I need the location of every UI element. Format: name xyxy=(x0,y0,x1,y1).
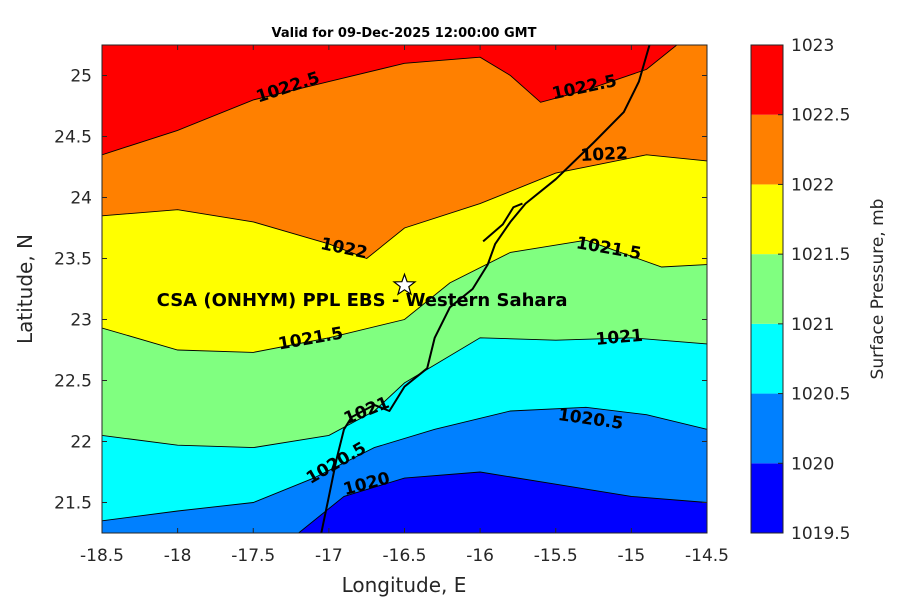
colorbar-segment xyxy=(751,393,783,464)
y-tick-label: 21.5 xyxy=(54,494,92,514)
colorbar-tick-label: 1021.5 xyxy=(791,245,850,265)
contour-line-1021.5 xyxy=(102,239,707,353)
x-tick-label: -17.5 xyxy=(231,546,275,566)
colorbar-tick-label: 1022.5 xyxy=(791,106,850,126)
colorbar-tick-label: 1021 xyxy=(791,315,834,335)
coastline xyxy=(320,45,651,533)
y-tick-label: 23.5 xyxy=(54,250,92,270)
colorbar-label: Surface Pressure, mb xyxy=(868,199,888,380)
colorbar-segment xyxy=(751,463,783,533)
colorbar-segment xyxy=(751,254,783,324)
x-axis-label: Longitude, E xyxy=(342,573,467,597)
y-axis-label: Latitude, N xyxy=(13,234,37,344)
x-tick-label: -14.5 xyxy=(685,546,729,566)
colorbar-tick-label: 1023 xyxy=(791,36,834,56)
colorbar-tick-label: 1019.5 xyxy=(791,524,850,544)
x-tick-label: -16.5 xyxy=(383,546,427,566)
peninsula-outline xyxy=(482,202,523,243)
colorbar-tick-label: 1020 xyxy=(791,454,834,474)
y-tick-label: 22 xyxy=(70,433,92,453)
y-tick-label: 22.5 xyxy=(54,372,92,392)
contour-line-1022 xyxy=(102,154,707,260)
y-tick-label: 24.5 xyxy=(54,128,92,148)
contour-line-1020.5 xyxy=(102,406,707,522)
colorbar-tick-label: 1020.5 xyxy=(791,385,850,405)
colorbar-frame xyxy=(750,44,784,534)
y-tick-label: 23 xyxy=(70,311,92,331)
contour-line-1021 xyxy=(102,337,707,449)
star-icon xyxy=(392,272,417,296)
y-tick-label: 25 xyxy=(70,67,92,87)
x-tick-label: -15 xyxy=(617,546,645,566)
chart-title: Valid for 09-Dec-2025 12:00:00 GMT xyxy=(272,26,537,41)
x-tick-label: -17 xyxy=(315,546,343,566)
colorbar-segment xyxy=(751,45,783,115)
colorbar-segment xyxy=(751,114,783,185)
contour-label-1021-b: 1021 xyxy=(595,326,644,350)
contour-line-1022.5 xyxy=(102,45,678,156)
colorbar-tick-label: 1022 xyxy=(791,175,834,195)
pressure-band-1020 xyxy=(102,472,707,533)
x-tick-label: -16 xyxy=(466,546,494,566)
x-tick-label: -18 xyxy=(164,546,192,566)
y-tick-label: 24 xyxy=(70,189,92,209)
x-tick-label: -18.5 xyxy=(80,546,124,566)
colorbar: 1019.5 1020 1020.5 1021 1021.5 1022 1022.5 1023 xyxy=(750,36,850,544)
colorbar-segment xyxy=(751,323,783,394)
contour-line-1020 xyxy=(298,471,707,533)
x-tick-label: -15.5 xyxy=(534,546,578,566)
contour-label-1022-b: 1022 xyxy=(580,144,628,166)
colorbar-segment xyxy=(751,184,783,255)
site-label: CSA (ONHYM) PPL EBS - Western Sahara xyxy=(157,290,568,311)
